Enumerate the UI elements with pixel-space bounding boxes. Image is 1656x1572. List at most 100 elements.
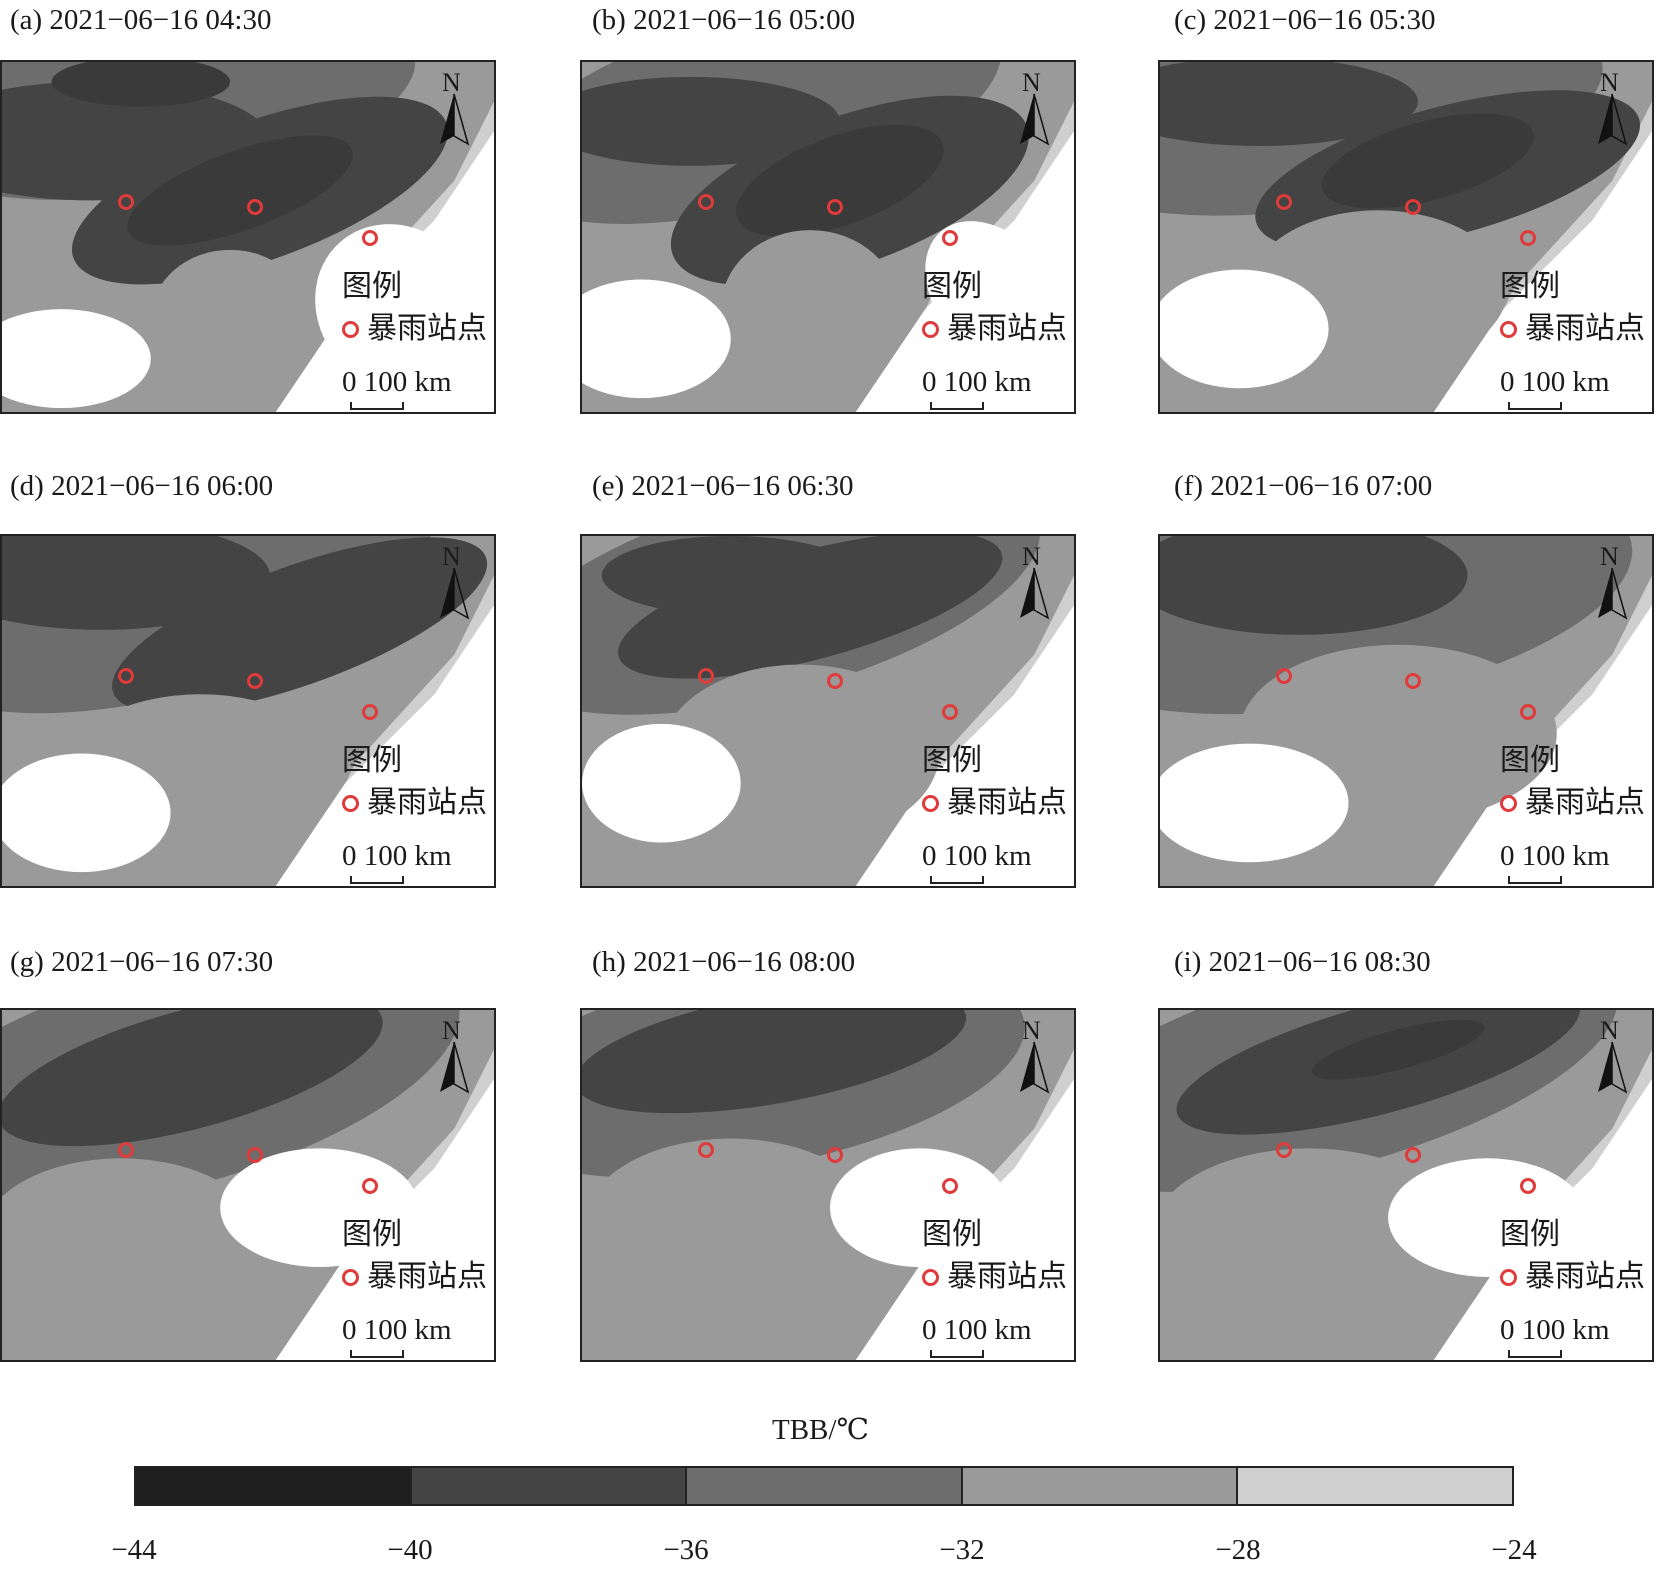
map-legend: 图例 暴雨站点 [1500, 1220, 1650, 1292]
station-legend-icon [922, 320, 939, 338]
tbb-field [2, 62, 494, 412]
tbb-map: N 图例 暴雨站点 0 100 km [1158, 60, 1654, 414]
colorbar-segment [411, 1468, 688, 1504]
north-arrow: N [1016, 1018, 1056, 1098]
scale-bar-line [1508, 876, 1562, 884]
rainstorm-station-marker [942, 704, 958, 720]
scale-bar: 0 100 km [342, 368, 482, 412]
tbb-contour-region [582, 1010, 967, 1114]
scale-bar: 0 100 km [1500, 1316, 1640, 1360]
legend-title: 图例 [922, 269, 982, 304]
tbb-contour-region [2, 1010, 383, 1147]
scale-bar-line [930, 1350, 984, 1358]
tbb-map: N 图例 暴雨站点 0 100 km [0, 60, 496, 414]
scale-bar: 0 100 km [922, 842, 1062, 886]
station-legend-icon [1500, 1268, 1517, 1286]
map-legend: 图例暴雨站点 [342, 746, 492, 818]
tbb-map: N 图例 暴雨站点 0 100 km [0, 1008, 496, 1362]
legend-title: 图例 [342, 1217, 402, 1252]
north-label: N [1600, 542, 1619, 571]
rainstorm-station-marker [698, 194, 714, 210]
north-label: N [1022, 542, 1041, 571]
scale-bar-label: 0 100 km [922, 1314, 1032, 1346]
map-legend: 图例暴雨站点 [922, 1220, 1072, 1292]
scale-bar: 0 100 km [922, 368, 1062, 412]
tbb-contour-region [829, 1148, 1009, 1268]
scale-bar-line [1508, 402, 1562, 410]
station-legend-icon [342, 794, 359, 812]
tbb-contour-region [582, 1138, 880, 1317]
station-legend-icon [1500, 794, 1517, 812]
panel-title: (g) 2021−06−16 07:30 [10, 946, 274, 978]
map-legend: 图例 暴雨站点 [922, 746, 1072, 818]
legend-row: 暴雨站点 [1500, 1262, 1650, 1292]
north-arrow: N [1594, 544, 1634, 624]
rainstorm-station-marker [1405, 199, 1421, 215]
tbb-contour-region [1160, 269, 1329, 389]
north-arrow-icon [440, 1041, 470, 1094]
north-arrow-icon [1598, 567, 1628, 620]
legend-row: 暴雨站点 [922, 1262, 1072, 1292]
tbb-contour-region [601, 536, 860, 616]
tbb-field [2, 1010, 494, 1360]
rainstorm-station-marker [827, 1147, 843, 1163]
tbb-contour-region [1321, 113, 1534, 209]
scale-bar: 0 100 km [922, 1316, 1062, 1360]
tbb-contour-region [51, 62, 231, 107]
scale-bar-label: 0 100 km [342, 1314, 452, 1346]
legend-label: 暴雨站点 [1525, 785, 1645, 820]
tbb-contour-region [1160, 1148, 1468, 1327]
tbb-field [582, 536, 1074, 886]
colorbar [134, 1466, 1514, 1506]
tbb-field [1160, 536, 1652, 886]
map-legend: 图例 暴雨站点 [342, 1220, 492, 1292]
rainstorm-station-marker [827, 673, 843, 689]
legend-row: 暴雨站点 [1500, 314, 1650, 344]
north-label: N [1600, 1016, 1619, 1045]
tbb-field [1160, 1010, 1652, 1360]
north-arrow: N [436, 70, 476, 150]
tbb-contour-region [127, 135, 353, 246]
tbb-contour-region [1388, 1158, 1587, 1277]
tbb-contour-region [112, 537, 488, 713]
rainstorm-station-marker [1276, 668, 1292, 684]
legend-label: 暴雨站点 [947, 1259, 1067, 1294]
tbb-contour-region [315, 224, 483, 395]
tbb-contour-region [582, 723, 741, 843]
map-legend: 图例 暴雨站点 [922, 272, 1072, 344]
map-legend: 图例 暴雨站点 [1500, 272, 1650, 344]
rainstorm-station-marker [362, 1178, 378, 1194]
tbb-contour-region [150, 249, 310, 389]
tbb-map: N 图例 暴雨站点 0 100 km [1158, 534, 1654, 888]
tbb-contour-region [2, 309, 151, 409]
scale-bar-label: 0 100 km [342, 366, 452, 398]
legend-label: 暴雨站点 [367, 785, 487, 820]
colorbar-tick: −44 [111, 1534, 157, 1566]
panel-title: (c) 2021−06−16 05:30 [1174, 4, 1436, 36]
scale-bar-label: 0 100 km [1500, 366, 1610, 398]
rainstorm-station-marker [1276, 194, 1292, 210]
north-label: N [442, 68, 461, 97]
scale-bar-line [1508, 1350, 1562, 1358]
legend-title: 图例 [922, 1217, 982, 1252]
rainstorm-station-marker [247, 199, 263, 215]
tbb-contour-region [2, 753, 171, 873]
tbb-contour-region [1160, 536, 1468, 635]
rainstorm-station-marker [942, 1178, 958, 1194]
scale-bar: 0 100 km [1500, 368, 1640, 412]
legend-title: 图例 [342, 743, 402, 778]
scale-bar-label: 0 100 km [1500, 840, 1610, 872]
panel-title: (h) 2021−06−16 08:00 [592, 946, 856, 978]
north-arrow: N [1016, 544, 1056, 624]
tbb-contour-region [736, 124, 944, 237]
scale-bar-label: 0 100 km [922, 840, 1032, 872]
scale-bar: 0 100 km [1500, 842, 1640, 886]
colorbar-tick: −40 [387, 1534, 433, 1566]
legend-row: 暴雨站点 [922, 788, 1072, 818]
tbb-field [1160, 62, 1652, 412]
tbb-map: N 图例暴雨站点 0 100 km [580, 1008, 1076, 1362]
rainstorm-station-marker [827, 199, 843, 215]
legend-title: 图例 [1500, 269, 1560, 304]
north-arrow: N [436, 544, 476, 624]
tbb-contour-region [925, 221, 1072, 378]
